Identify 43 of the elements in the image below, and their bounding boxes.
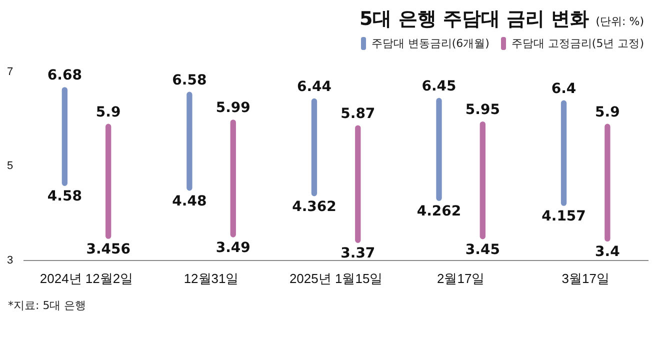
legend-label: 주담대 변동금리(6개월) (370, 36, 490, 51)
data-label: 5.95 (465, 102, 500, 118)
annotation: 4.362 (292, 198, 336, 215)
bar (106, 124, 112, 239)
data-label: 6.4 (551, 80, 576, 97)
bar (436, 98, 442, 201)
data-label: 6.45 (422, 78, 456, 95)
bar (62, 87, 68, 186)
data-label: 5.87 (340, 106, 376, 122)
annotation: 4.58 (47, 188, 82, 205)
bar (230, 120, 236, 238)
annotation: 4.262 (416, 204, 462, 220)
y-tick-label: 3 (6, 254, 14, 266)
bar (186, 92, 192, 191)
chart-title: 5대 은행 주담대 금리 변화 (359, 8, 590, 30)
x-tick-label: 12월31일 (184, 270, 239, 286)
x-tick-label: 2024년 12월2일 (40, 270, 134, 286)
annotation: 3.456 (86, 242, 130, 258)
annotation: 3.4 (595, 244, 620, 260)
annotation: 3.37 (340, 246, 376, 262)
annotation: 3.49 (216, 240, 250, 256)
x-tick-label: 3월17일 (562, 270, 610, 286)
bar (604, 124, 610, 242)
text: *지료: 5대 은행 (8, 298, 86, 313)
bar (560, 100, 567, 206)
x-tick-label: 2025년 1월15일 (289, 270, 383, 286)
y-tick-label: 7 (6, 66, 14, 78)
annotation: 4.157 (542, 208, 586, 225)
chart-subtitle: (단위: %) (596, 15, 644, 28)
annotation: 4.48 (172, 193, 207, 210)
data-label: 5.9 (595, 104, 620, 120)
data-label: 6.44 (296, 79, 332, 96)
data-label: 5.9 (96, 104, 121, 120)
bar (355, 125, 361, 243)
bar (480, 121, 486, 240)
annotation: 3.45 (465, 242, 500, 258)
bar (311, 98, 318, 196)
data-label: 5.99 (216, 100, 250, 116)
x-tick-label: 2월17일 (436, 270, 485, 286)
y-tick-label: 5 (6, 160, 14, 172)
data-label: 6.68 (47, 68, 82, 84)
data-label: 6.58 (172, 72, 207, 88)
legend-label: 주담대 고정금리(5년 고정) (510, 36, 644, 51)
